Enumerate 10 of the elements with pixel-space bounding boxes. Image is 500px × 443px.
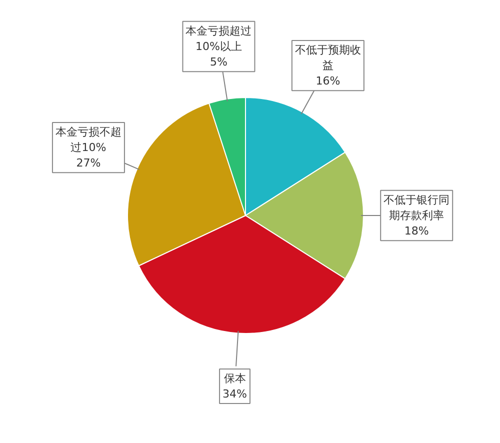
- slice-label: 本金亏损不超过10%: [55, 125, 122, 154]
- slice-label: 保本: [224, 372, 246, 385]
- slice-label: 不低于预期收益: [294, 43, 361, 72]
- data-label: 5%: [210, 56, 228, 69]
- data-label: 18%: [404, 224, 429, 238]
- data-label: 16%: [316, 74, 340, 88]
- data-label: 27%: [76, 156, 101, 170]
- data-label: 34%: [222, 388, 247, 401]
- slice-label: 本金亏损超过10%以上: [186, 24, 252, 54]
- slice-label: 不低于银行同期存款利率: [384, 193, 450, 222]
